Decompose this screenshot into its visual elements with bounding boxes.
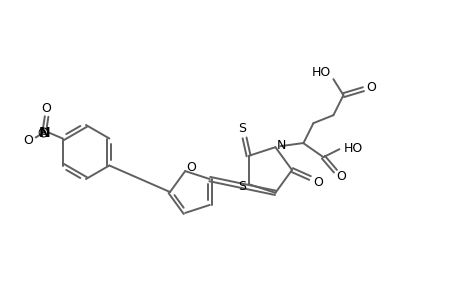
Text: S: S [238, 122, 246, 135]
Text: HO: HO [311, 66, 330, 79]
Text: O: O [186, 160, 196, 174]
Text: ⊕: ⊕ [40, 130, 46, 136]
Text: O: O [336, 170, 346, 183]
Text: N: N [39, 125, 50, 140]
Text: O: O [23, 134, 34, 147]
Text: O: O [366, 81, 375, 94]
Text: N: N [276, 139, 285, 152]
Text: O: O [42, 102, 51, 115]
Text: HO: HO [343, 142, 362, 155]
Text: S: S [238, 180, 246, 193]
Text: O: O [313, 176, 322, 188]
